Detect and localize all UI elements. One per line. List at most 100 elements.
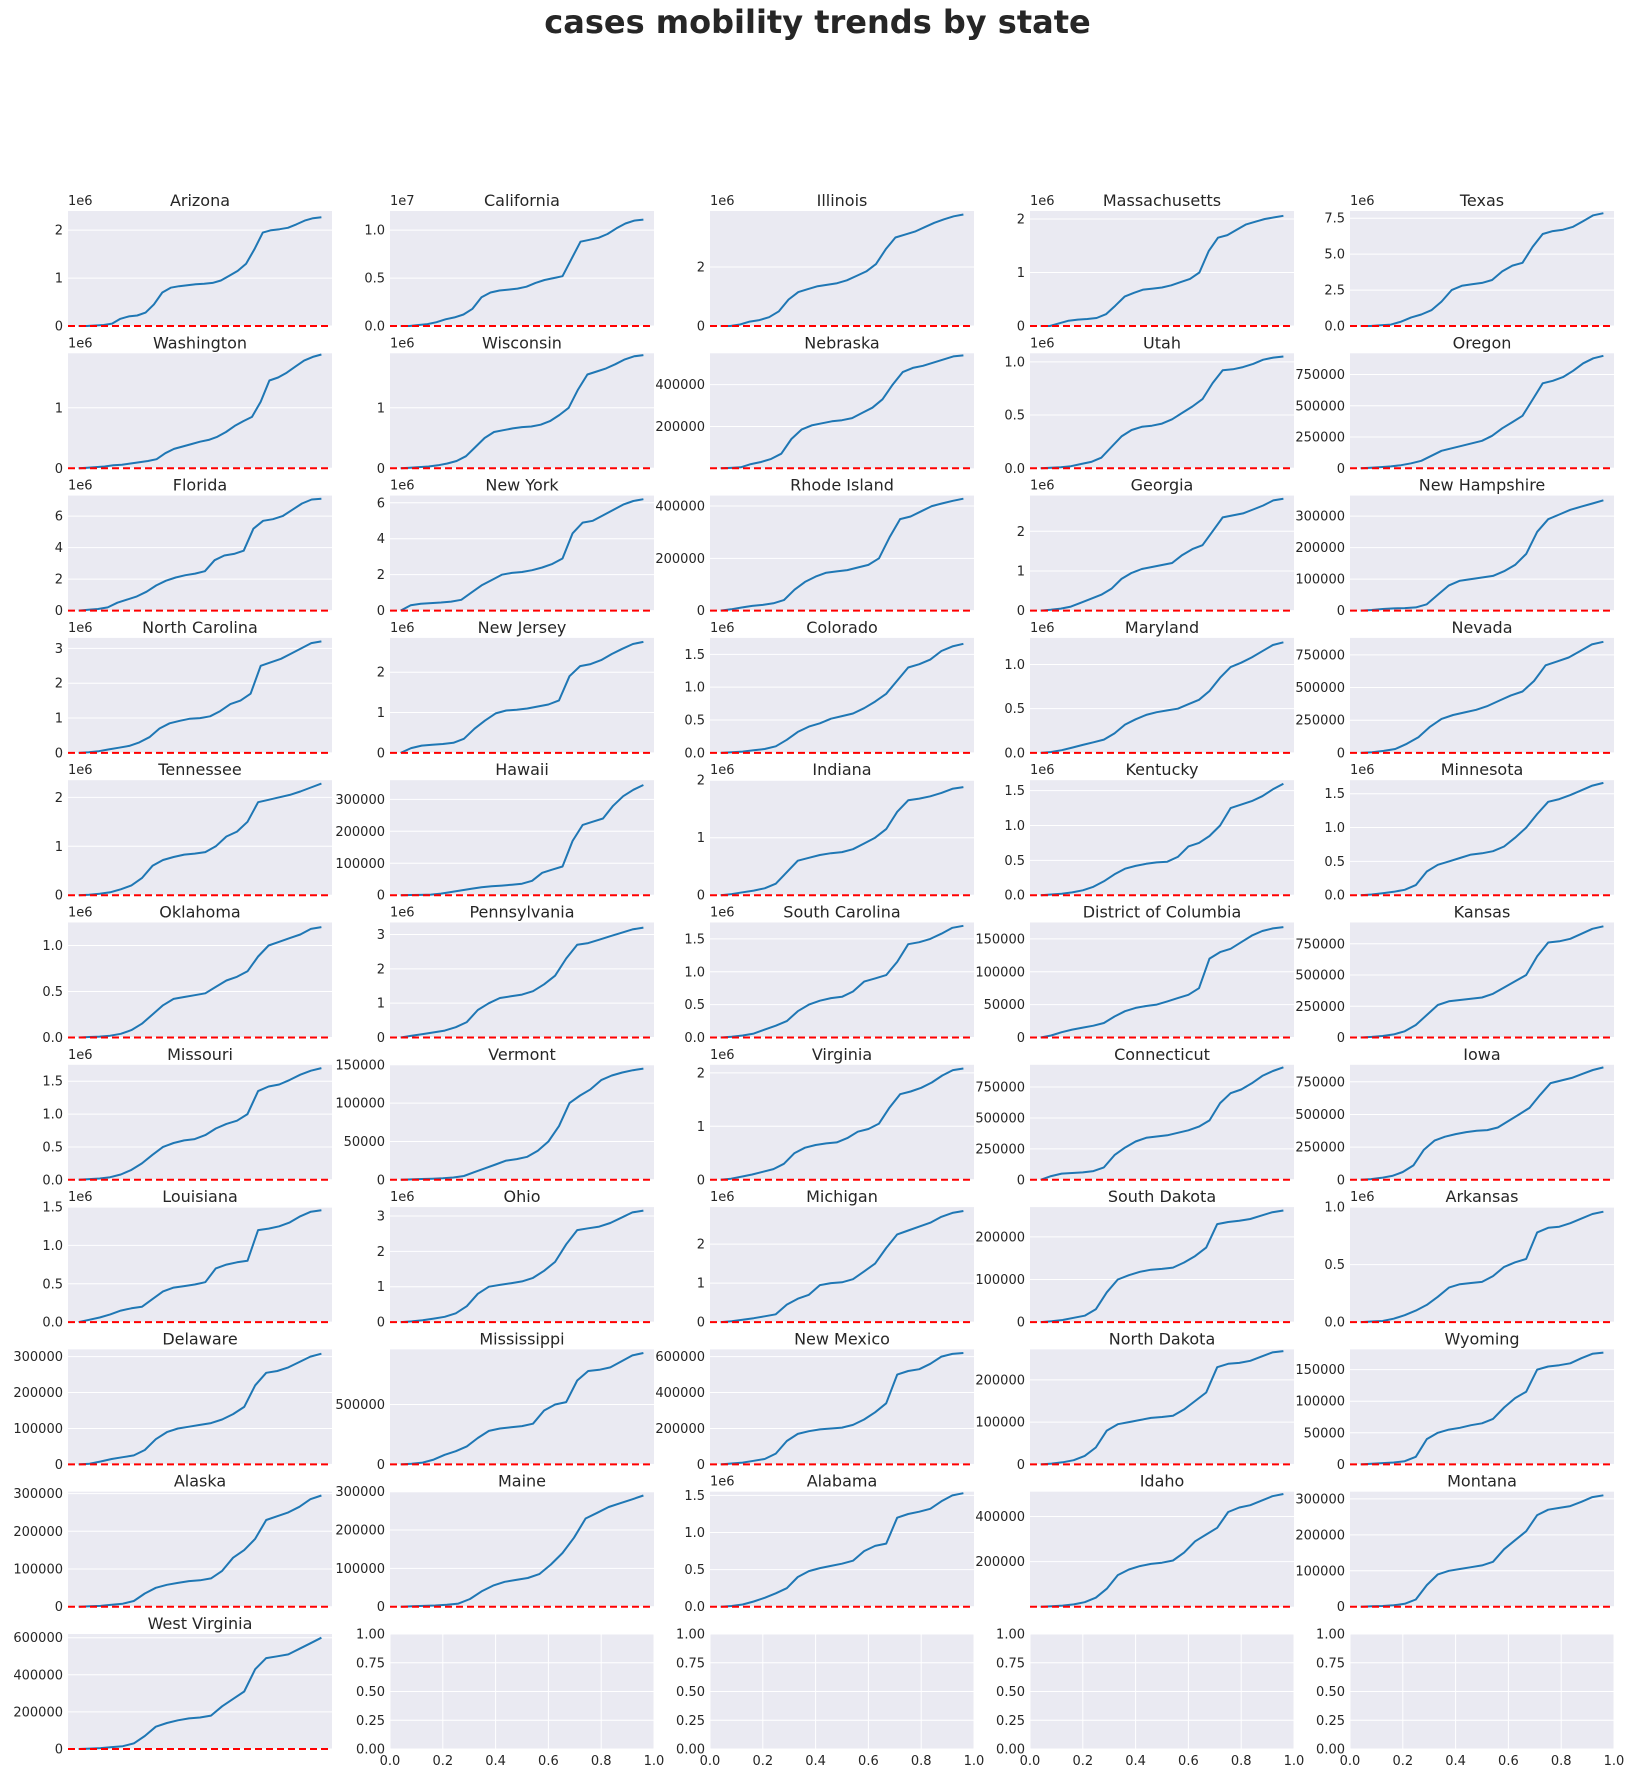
y-tick-label: 0 [1337, 604, 1345, 619]
x-tick-label: 1.0 [1284, 1754, 1305, 1769]
y-tick-label: 0.25 [1316, 1714, 1345, 1729]
plot-area [390, 1064, 654, 1180]
y-tick-label: 1 [377, 997, 385, 1012]
axis-multiplier: 1e6 [1030, 194, 1055, 209]
panel-title: Texas [1459, 191, 1504, 210]
axis-multiplier: 1e6 [68, 479, 93, 494]
panel: 0 200000 400000 600000 New Mexico [655, 1329, 974, 1473]
panel: 0 200000 400000 600000 West Virginia [13, 1614, 332, 1758]
y-tick-label: 1.00 [1316, 1628, 1345, 1643]
y-tick-label: 0.75 [1316, 1656, 1345, 1671]
x-tick-label: 1.0 [644, 1754, 665, 1769]
y-tick-label: 0 [377, 746, 385, 761]
y-tick-label: 0 [377, 889, 385, 904]
y-tick-label: 2 [55, 677, 63, 692]
series-line [720, 1210, 964, 1324]
plot-area [1030, 1207, 1294, 1323]
panel: 0 250000 500000 750000 Kansas [1295, 903, 1614, 1046]
y-tick-label: 0.5 [364, 272, 385, 287]
y-tick-label: 0.0 [42, 1173, 63, 1188]
y-tick-label: 2 [55, 573, 63, 588]
series-line [720, 1352, 964, 1466]
y-tick-label: 2 [697, 261, 705, 276]
axis-multiplier: 1e6 [390, 621, 415, 636]
panel-title: Louisiana [162, 1187, 238, 1206]
y-tick-label: 3 [55, 642, 63, 657]
y-tick-label: 400000 [655, 1386, 705, 1401]
series-line [1360, 1210, 1604, 1324]
y-tick-label: 100000 [335, 1562, 385, 1577]
x-tick-label: 0.2 [432, 1754, 453, 1769]
y-tick-label: 1 [1017, 266, 1025, 281]
y-tick-label: 4 [377, 532, 385, 547]
y-tick-label: 0.5 [42, 985, 63, 1000]
y-tick-label: 750000 [1295, 648, 1345, 663]
y-tick-label: 1 [697, 1277, 705, 1292]
y-tick-label: 1.0 [42, 1108, 63, 1123]
plot-area [1030, 1491, 1294, 1607]
panel: 0 100000 200000 300000 Hawaii [335, 760, 654, 904]
y-tick-label: 1.0 [1324, 1201, 1345, 1216]
y-tick-label: 100000 [1295, 1395, 1345, 1410]
plot-area [1030, 211, 1294, 326]
y-tick-label: 1.0 [684, 681, 705, 696]
x-tick-label: 0.0 [1340, 1754, 1361, 1769]
panel-title: North Dakota [1109, 1329, 1216, 1348]
panel: 0.00 0.25 0.50 0.75 1.00 0.0 0.2 0.4 0.6 0.8 1.0 [356, 1628, 664, 1770]
panel-title: Washington [153, 333, 247, 352]
series-line [1360, 1351, 1604, 1466]
panel: 0 1 2 Tennessee 1e6 [55, 760, 332, 904]
axis-multiplier: 1e6 [1030, 763, 1055, 778]
y-tick-label: 1 [55, 712, 63, 727]
plot-area [1350, 780, 1614, 896]
y-tick-label: 6 [377, 496, 385, 511]
panel: 0 100000 200000 300000 New Hampshire [1295, 476, 1614, 619]
y-tick-label: 2 [377, 666, 385, 681]
y-tick-label: 250000 [1295, 1141, 1345, 1156]
plot-area [710, 1349, 974, 1465]
series-line [400, 926, 644, 1039]
x-tick-label: 0.6 [858, 1754, 879, 1769]
y-tick-label: 2 [697, 1066, 705, 1081]
panel-title: Pennsylvania [469, 903, 574, 922]
series-line [400, 1352, 644, 1466]
y-tick-label: 0.5 [684, 714, 705, 729]
y-tick-label: 0 [1337, 462, 1345, 477]
y-tick-label: 100000 [13, 1422, 63, 1437]
y-tick-label: 150000 [1295, 1363, 1345, 1378]
x-tick-label: 0.6 [1178, 1754, 1199, 1769]
panel-title: Oregon [1453, 333, 1512, 352]
plot-area [390, 1349, 654, 1465]
y-tick-label: 1 [55, 272, 63, 287]
series-line [1040, 641, 1284, 754]
plot-area [1350, 1491, 1614, 1607]
x-tick-label: 0.8 [1551, 1754, 1572, 1769]
y-tick-label: 100000 [13, 1562, 63, 1577]
panel: 0 1 2 Massachusetts 1e6 [1017, 191, 1294, 335]
series-line [1360, 925, 1604, 1039]
panel-title: Delaware [162, 1329, 237, 1348]
y-tick-label: 0.0 [1324, 889, 1345, 904]
axis-multiplier: 1e7 [390, 194, 415, 209]
y-tick-label: 0 [1017, 604, 1025, 619]
panel: 0 1 2 Indiana 1e6 [697, 760, 974, 904]
plot-area [710, 1064, 974, 1180]
series-line [1360, 1066, 1604, 1181]
y-tick-label: 0.5 [1324, 855, 1345, 870]
plot-area [390, 495, 654, 611]
y-tick-label: 400000 [655, 378, 705, 393]
y-tick-label: 0.5 [1004, 702, 1025, 717]
panel: 0 250000 500000 750000 Oregon [1295, 333, 1614, 477]
plot-area [1030, 922, 1294, 1038]
y-tick-label: 150000 [335, 1058, 385, 1073]
panel-title: South Carolina [783, 903, 900, 922]
panel: 0 100000 200000 300000 Alaska [13, 1472, 332, 1615]
y-tick-label: 0.00 [996, 1743, 1025, 1758]
y-tick-label: 500000 [335, 1398, 385, 1413]
plot-area [1350, 211, 1614, 326]
panel-title: Nebraska [804, 333, 879, 352]
y-tick-label: 500000 [1295, 1108, 1345, 1123]
panel: 0 500000 Mississippi [335, 1329, 654, 1473]
y-tick-label: 100000 [975, 1273, 1025, 1288]
y-tick-label: 200000 [655, 420, 705, 435]
